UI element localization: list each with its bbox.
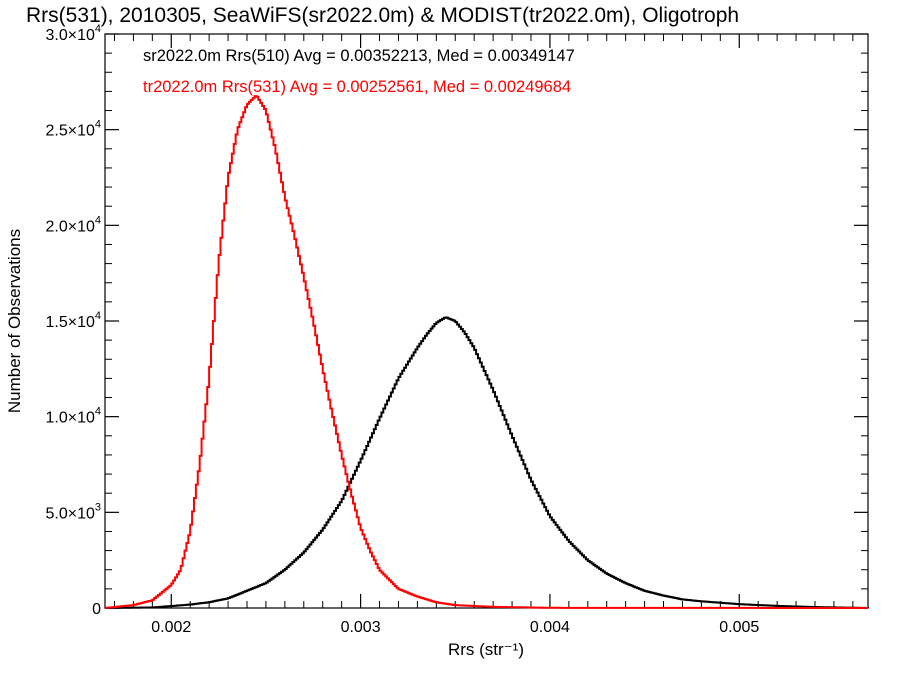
series-layer <box>105 95 869 609</box>
y-tick-label: 1.0×104 <box>45 406 101 427</box>
y-axis-title: Number of Observations <box>5 229 24 413</box>
series-line-0 <box>105 316 869 609</box>
y-tick-label: 1.5×104 <box>45 310 101 331</box>
y-tick-label: 0 <box>92 601 101 618</box>
y-tick-label: 5.0×103 <box>45 501 101 522</box>
x-tick-label: 0.004 <box>530 619 570 636</box>
legend-entry-sr2022: sr2022.0m Rrs(510) Avg = 0.00352213, Med… <box>143 47 575 65</box>
series-line-1 <box>105 95 868 609</box>
x-axis-title: Rrs (str⁻¹) <box>448 640 524 659</box>
y-tick-label: 3.0×104 <box>45 23 101 44</box>
y-axis-ticks: 0 5.0×103 1.0×104 1.5×104 2.0×104 2.5×104 3.0×… <box>45 23 868 618</box>
legend-entry-tr2022: tr2022.0m Rrs(531) Avg = 0.00252561, Med… <box>143 78 571 96</box>
x-tick-label: 0.002 <box>151 619 191 636</box>
y-tick-label: 2.5×104 <box>45 119 101 140</box>
y-tick-label: 2.0×104 <box>45 214 101 235</box>
plot-frame <box>104 33 869 609</box>
x-tick-label: 0.003 <box>341 619 381 636</box>
chart-title: Rrs(531), 2010305, SeaWiFS(sr2022.0m) & … <box>26 4 739 27</box>
x-axis-ticks: 0.002 0.003 0.004 0.005 <box>113 34 854 636</box>
x-tick-label: 0.005 <box>719 619 759 636</box>
